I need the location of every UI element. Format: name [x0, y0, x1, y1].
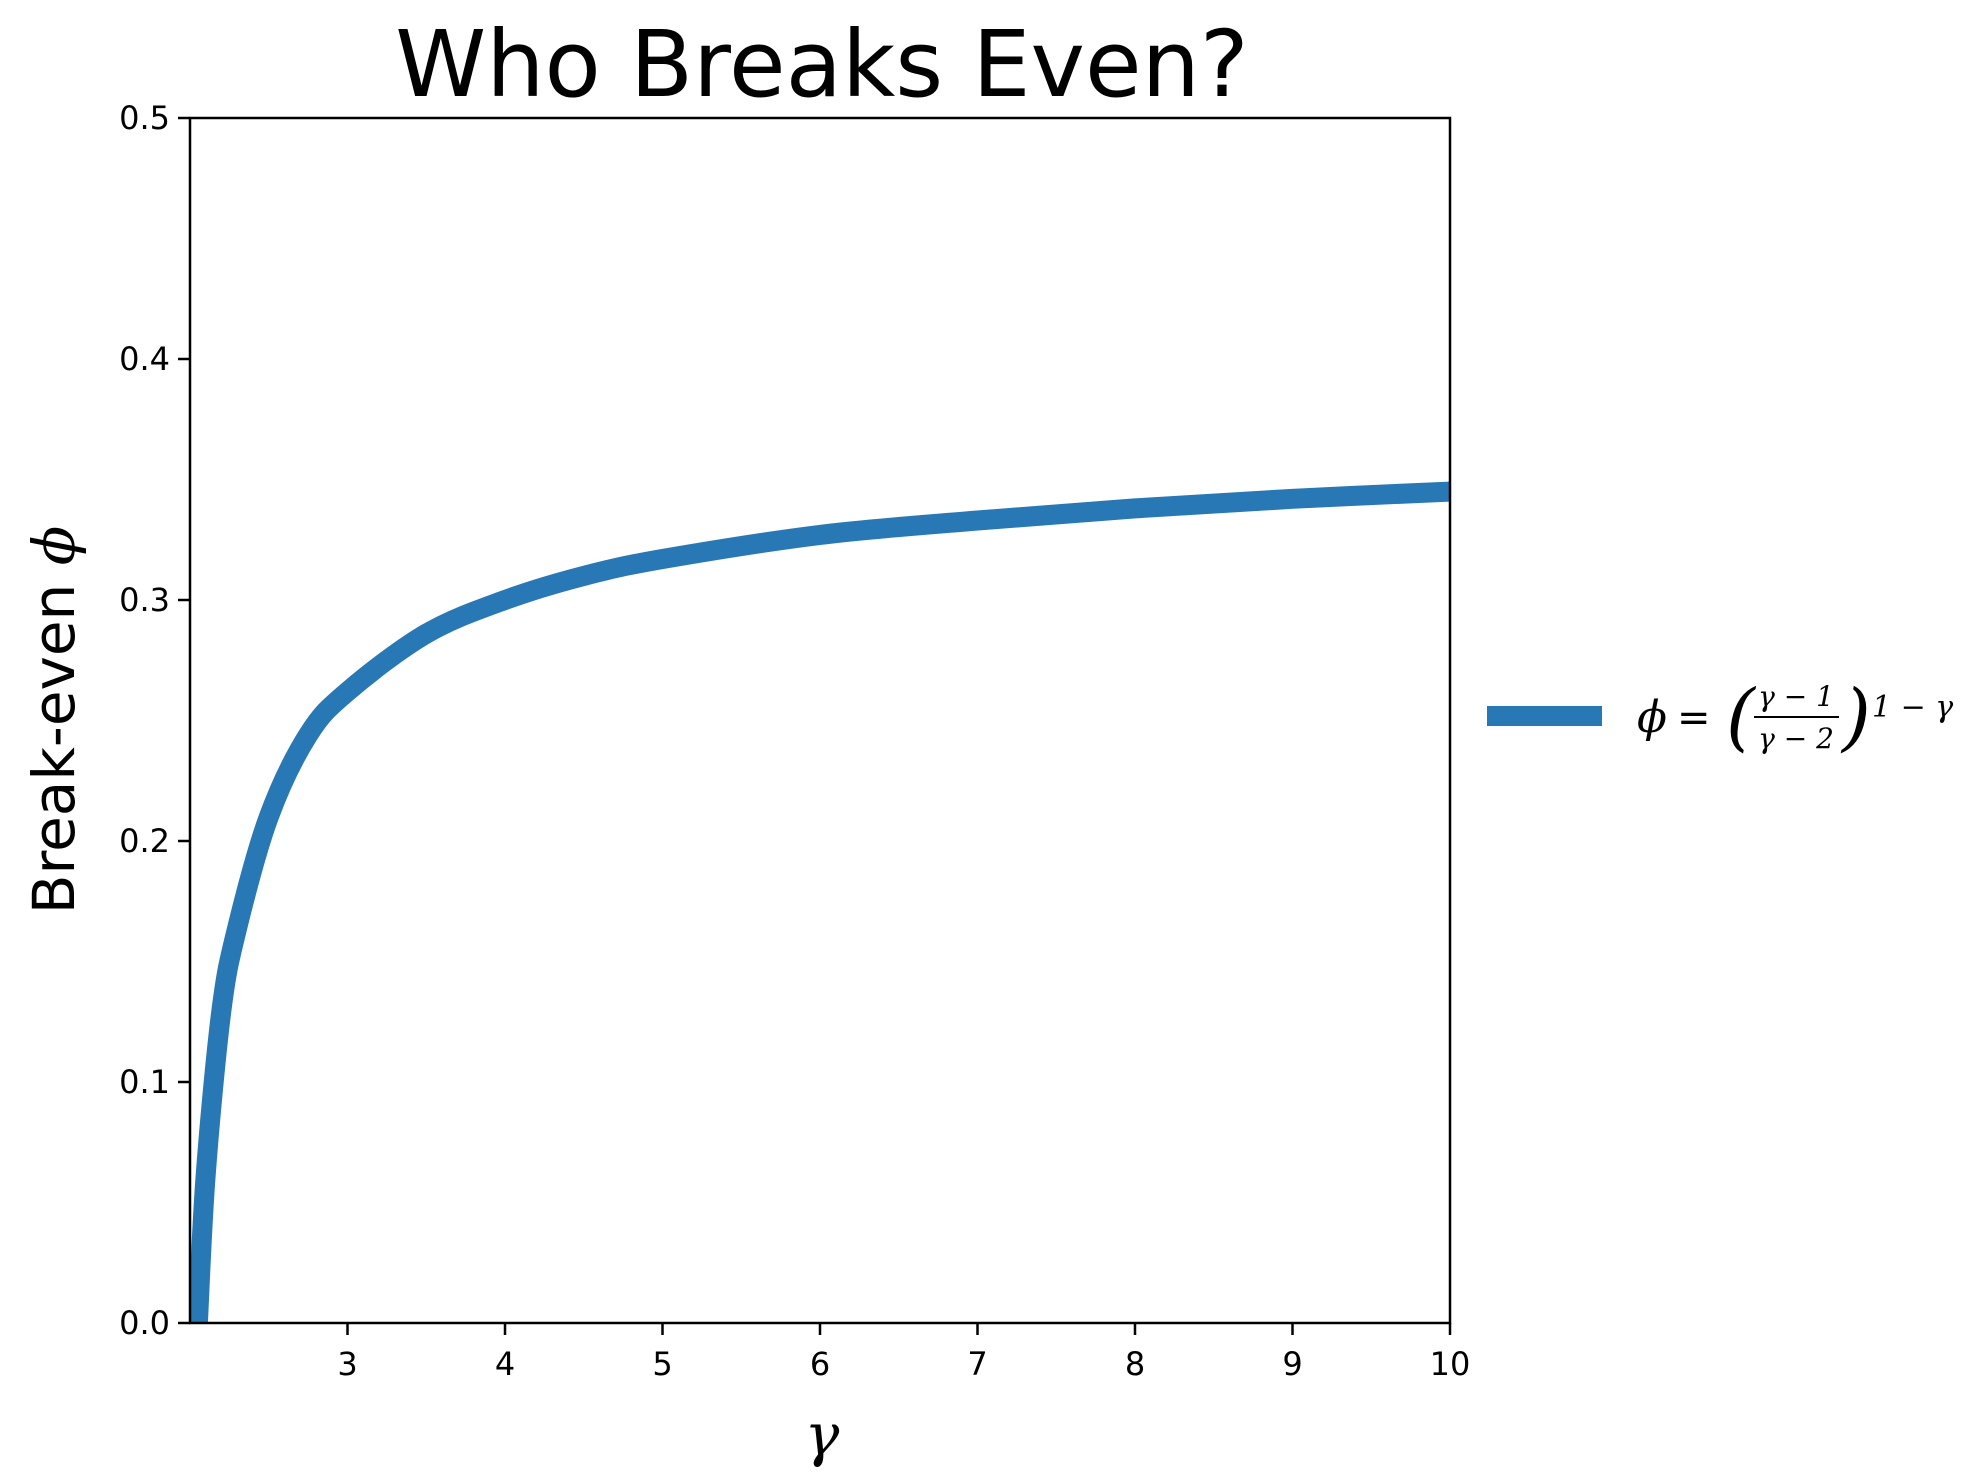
legend-right-paren: ) — [1840, 674, 1871, 760]
y-tick-label: 0.0 — [119, 1304, 170, 1342]
y-axis-label-text: Break-even — [20, 565, 88, 914]
chart-title: Who Breaks Even? — [395, 11, 1248, 118]
x-tick-label: 8 — [1125, 1345, 1145, 1383]
x-tick-label: 10 — [1430, 1345, 1471, 1383]
y-tick-label: 0.3 — [119, 581, 170, 619]
y-tick-label: 0.5 — [119, 99, 170, 137]
y-tick-label: 0.1 — [119, 1063, 170, 1101]
y-tick-label: 0.2 — [119, 822, 170, 860]
legend-symbol: ϕ — [1637, 692, 1667, 743]
legend-left-paren: ( — [1726, 674, 1757, 760]
legend-frac-denominator: γ − 2 — [1758, 722, 1834, 755]
y-axis-ticks: 0.0 0.1 0.2 0.3 0.4 0.5 — [119, 99, 190, 1342]
x-tick-label: 3 — [337, 1345, 357, 1383]
x-tick-label: 4 — [495, 1345, 515, 1383]
y-axis-label-symbol: ϕ — [20, 526, 88, 566]
legend-equals: = — [1677, 695, 1711, 741]
plot-area — [188, 116, 1452, 1325]
axes-frame — [188, 116, 1452, 1325]
legend-exponent: 1 − γ — [1872, 690, 1953, 725]
y-tick-label: 0.4 — [119, 340, 170, 378]
y-axis-label: Break-even ϕ — [20, 526, 88, 915]
x-tick-label: 5 — [652, 1345, 672, 1383]
legend: ϕ = ( γ − 1 γ − 2 ) 1 − γ — [1487, 674, 1953, 760]
x-tick-label: 9 — [1282, 1345, 1302, 1383]
x-tick-label: 7 — [967, 1345, 987, 1383]
series-line — [190, 481, 1450, 1323]
x-axis-ticks: 3 4 5 6 7 8 9 10 — [337, 1323, 1470, 1383]
legend-frac-numerator: γ − 1 — [1758, 680, 1834, 713]
x-axis-label: γ — [805, 1401, 840, 1469]
x-tick-label: 6 — [810, 1345, 830, 1383]
